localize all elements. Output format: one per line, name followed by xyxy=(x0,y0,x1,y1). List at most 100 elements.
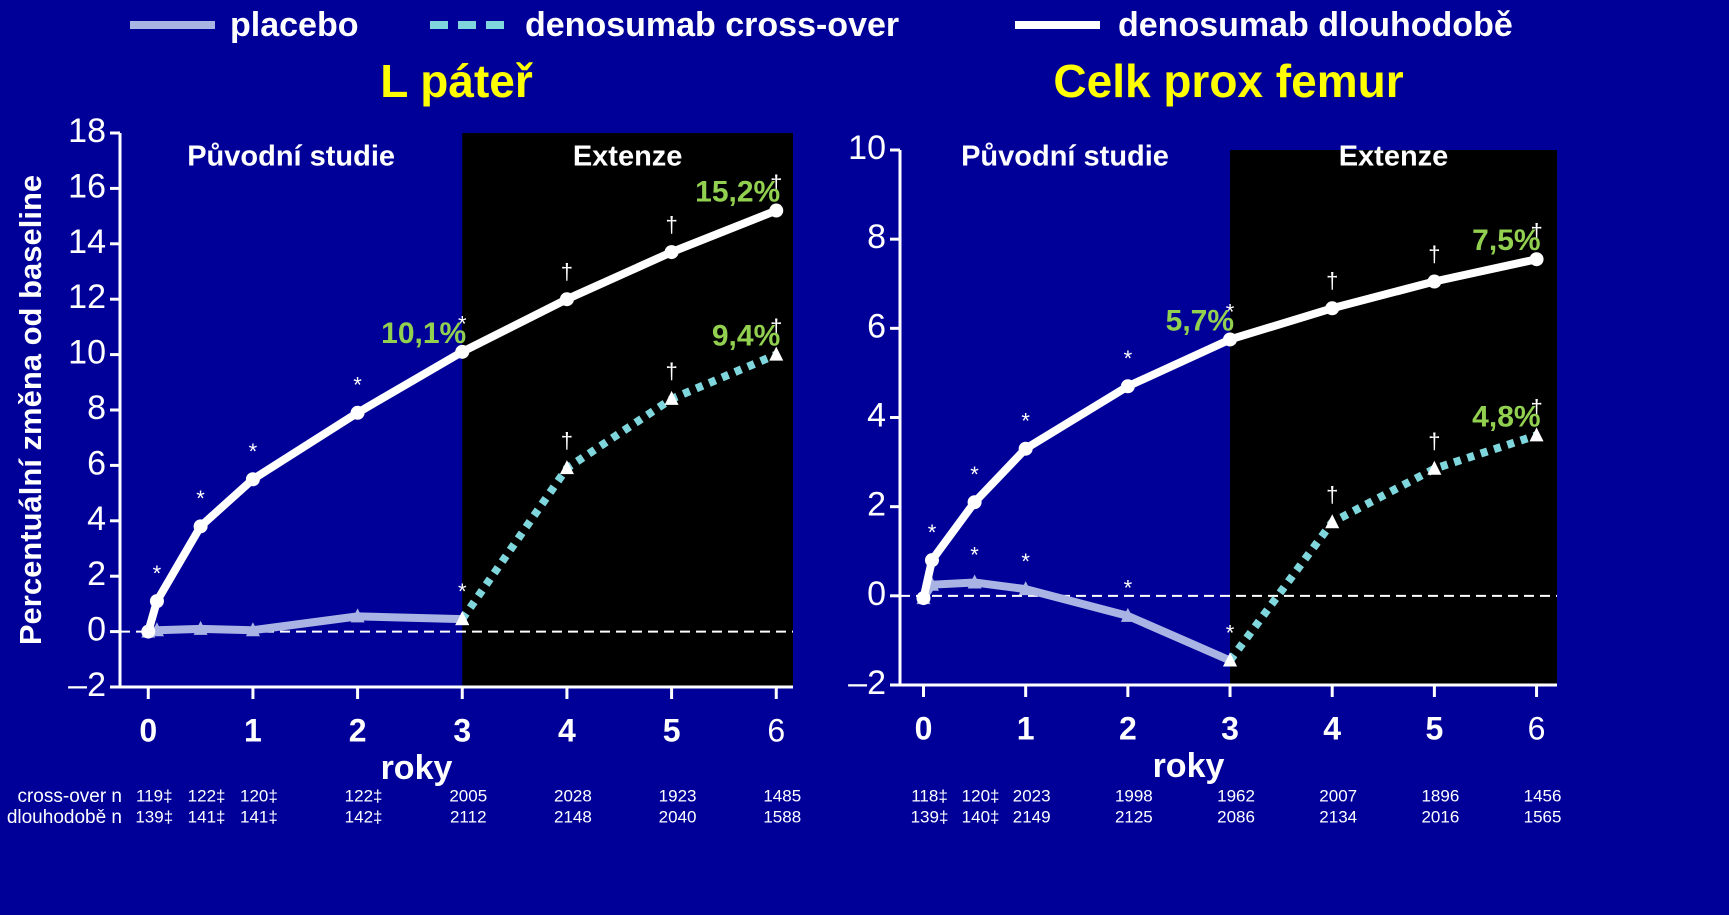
n-value: 122‡ xyxy=(345,786,383,805)
n-value: 1896 xyxy=(1421,786,1459,805)
significance-mark: † xyxy=(561,259,573,284)
n-row-label: cross-over n xyxy=(17,786,122,807)
significance-mark: * xyxy=(1124,576,1133,601)
point xyxy=(245,472,260,487)
n-value: 140‡ xyxy=(962,807,1000,826)
y-tick-label: –2 xyxy=(68,666,106,704)
percent-callout: 10,1% xyxy=(381,317,466,350)
significance-mark: * xyxy=(1226,299,1235,324)
x-tick-label: 0 xyxy=(139,712,157,748)
significance-mark: † xyxy=(1530,395,1542,420)
significance-mark: † xyxy=(1326,482,1338,507)
y-tick-label: 6 xyxy=(867,307,886,345)
y-tick-label: 14 xyxy=(68,223,106,261)
significance-mark: * xyxy=(970,542,979,567)
y-tick-label: 0 xyxy=(867,575,886,613)
x-tick-label: 4 xyxy=(1323,710,1341,746)
x-tick-label: 3 xyxy=(453,712,471,748)
percent-callout: 9,4% xyxy=(712,320,780,353)
point xyxy=(1223,332,1238,347)
point xyxy=(1529,252,1544,267)
point xyxy=(924,553,939,568)
n-value: 1565 xyxy=(1524,807,1562,826)
n-value: 141‡ xyxy=(240,807,278,826)
y-tick-label: 8 xyxy=(87,389,106,427)
significance-mark: † xyxy=(665,212,677,237)
y-tick-label: 4 xyxy=(87,500,106,538)
x-tick-label: 1 xyxy=(244,712,262,748)
x-tick-label: 2 xyxy=(349,712,367,748)
y-tick-label: 18 xyxy=(68,112,106,150)
point xyxy=(967,495,982,510)
series-line xyxy=(147,612,463,636)
significance-mark: † xyxy=(1428,429,1440,454)
n-value: 2007 xyxy=(1319,786,1357,805)
point xyxy=(350,405,365,420)
y-axis-label: Percentuální změna od baseline xyxy=(13,175,48,645)
n-value: 118‡ xyxy=(911,786,948,805)
y-tick-label: 0 xyxy=(87,611,106,649)
point xyxy=(664,245,679,260)
legend-label: denosumab cross-over xyxy=(525,6,899,44)
y-tick-label: 10 xyxy=(68,334,106,372)
point xyxy=(1529,427,1544,442)
n-value: 2005 xyxy=(449,786,487,805)
significance-mark: * xyxy=(970,462,979,487)
point xyxy=(1120,607,1135,622)
n-value: 120‡ xyxy=(240,786,278,805)
n-value: 1588 xyxy=(763,807,801,826)
n-value: 2040 xyxy=(659,807,697,826)
point xyxy=(455,344,470,359)
point xyxy=(1427,274,1442,289)
legend-label: denosumab dlouhodobě xyxy=(1118,6,1513,44)
n-value: 2028 xyxy=(554,786,592,805)
n-value: 2086 xyxy=(1217,807,1255,826)
point xyxy=(1018,581,1033,596)
percent-callout: 4,8% xyxy=(1472,400,1540,433)
point xyxy=(1427,460,1442,475)
percent-callout: 15,2% xyxy=(695,175,780,208)
point xyxy=(1223,652,1238,667)
point xyxy=(664,390,679,405)
series-line xyxy=(920,578,1232,665)
n-value: 120‡ xyxy=(962,786,1000,805)
significance-mark: † xyxy=(770,170,782,195)
point xyxy=(193,620,208,635)
series-line xyxy=(1226,431,1538,663)
significance-mark: * xyxy=(353,373,362,398)
percent-callout: 7,5% xyxy=(1472,224,1540,257)
point xyxy=(455,611,470,626)
significance-mark: † xyxy=(1428,241,1440,266)
significance-mark: * xyxy=(196,486,205,511)
n-value: 2016 xyxy=(1421,807,1459,826)
series-line xyxy=(458,350,778,622)
n-row-label: dlouhodobě n xyxy=(7,807,122,828)
n-value: 122‡ xyxy=(188,786,226,805)
significance-mark: * xyxy=(1124,346,1133,371)
n-value: 2023 xyxy=(1013,786,1051,805)
region-label: Extenze xyxy=(573,141,683,173)
x-tick-label: 5 xyxy=(663,712,681,748)
x-tick-label: 5 xyxy=(1425,710,1443,746)
significance-mark: † xyxy=(665,359,677,384)
point xyxy=(1120,379,1135,394)
significance-mark: * xyxy=(458,312,467,337)
n-value: 141‡ xyxy=(188,807,226,826)
y-tick-label: 4 xyxy=(867,396,886,434)
point xyxy=(916,591,931,606)
point xyxy=(559,460,574,475)
x-tick-label: 6 xyxy=(1528,710,1546,746)
significance-mark: * xyxy=(153,561,162,586)
n-value: 142‡ xyxy=(345,807,383,826)
significance-mark: † xyxy=(770,314,782,339)
point xyxy=(967,574,982,589)
y-tick-label: 10 xyxy=(848,129,886,167)
chart-title: Celk prox femur xyxy=(1053,55,1403,107)
x-tick-label: 4 xyxy=(558,712,576,748)
region-label: Původní studie xyxy=(961,141,1169,173)
n-value: 139‡ xyxy=(911,807,949,826)
n-value: 1998 xyxy=(1115,786,1153,805)
percent-callout: 5,7% xyxy=(1166,304,1234,337)
significance-mark: * xyxy=(249,439,258,464)
significance-mark: * xyxy=(928,520,937,545)
